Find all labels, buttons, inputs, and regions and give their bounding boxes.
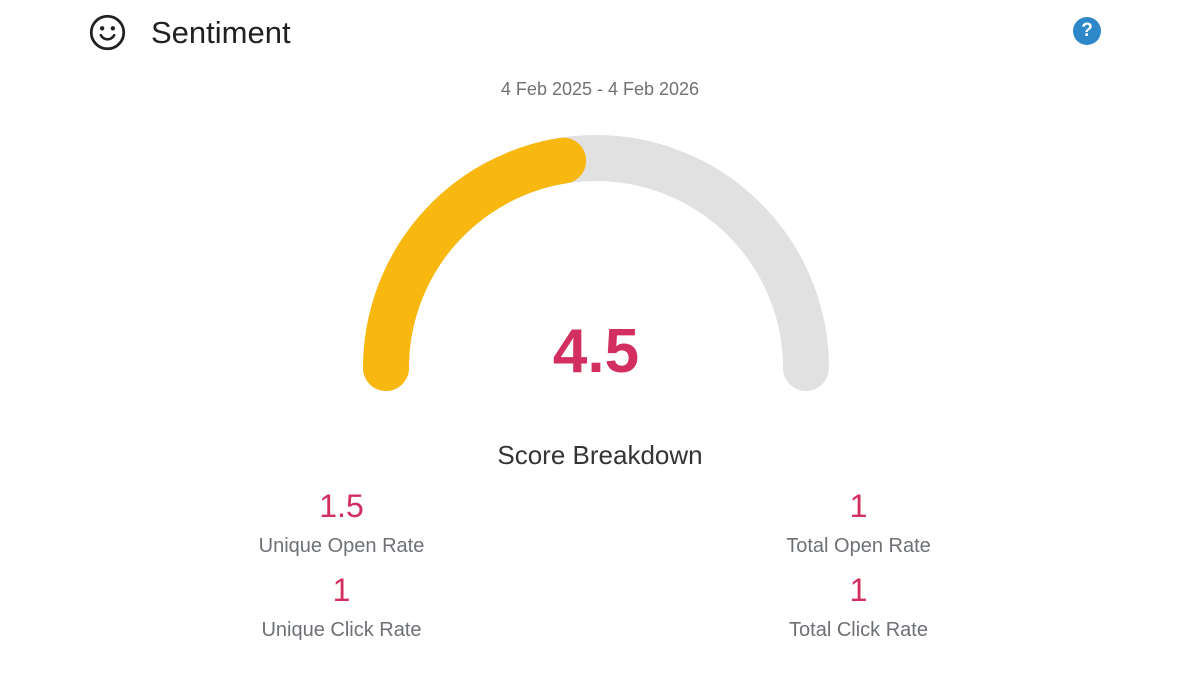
stat-label: Unique Click Rate [261,619,422,641]
stat-label: Total Click Rate [789,619,928,641]
sentiment-gauge [363,135,829,391]
stat-value: 1.5 [319,488,364,524]
stat-total-open-rate: 1 Total Open Rate [600,486,1117,560]
stat-label: Unique Open Rate [258,535,425,557]
date-range: 4 Feb 2025 - 4 Feb 2026 [500,79,700,99]
stat-unique-click-rate: 1 Unique Click Rate [83,570,600,644]
help-glyph: ? [1081,20,1093,41]
stat-label: Total Open Rate [786,535,931,557]
gauge-fill-arc [363,137,587,391]
score-breakdown-grid: 1.5 Unique Open Rate 1 Total Open Rate 1… [83,486,1117,644]
score-breakdown-title: Score Breakdown [497,440,703,470]
stat-value: 1 [849,572,868,608]
stat-total-click-rate: 1 Total Click Rate [600,570,1117,644]
help-icon[interactable]: ? [1073,17,1101,45]
stat-unique-open-rate: 1.5 Unique Open Rate [83,486,600,560]
sentiment-smiley-icon [89,14,126,51]
stat-value: 1 [332,572,351,608]
stat-value: 1 [849,488,868,524]
gauge-value: 4.5 [552,317,640,386]
widget-title: Sentiment [151,15,291,50]
